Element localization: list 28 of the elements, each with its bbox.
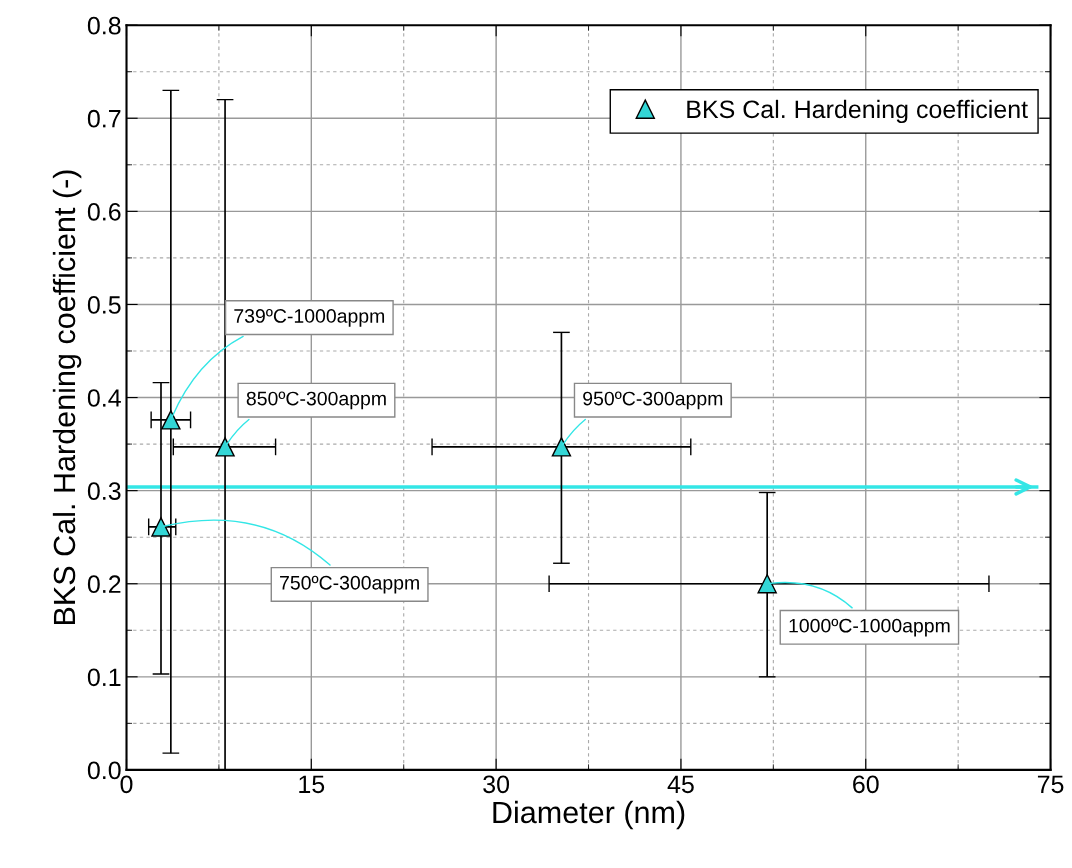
x-tick-label: 60 bbox=[853, 775, 879, 794]
y-tick-label: 0.0 bbox=[87, 761, 121, 780]
x-tick-label: 0 bbox=[120, 775, 133, 794]
annotation: 1000ºC-1000appm bbox=[789, 618, 950, 637]
annotation: 739ºC-1000appm bbox=[234, 309, 385, 327]
point bbox=[757, 574, 777, 594]
x-axis-title: Diameter (nm) bbox=[493, 800, 685, 830]
point bbox=[215, 437, 235, 457]
y-tick-label: 0.8 bbox=[87, 16, 121, 35]
annotation: 750ºC-300appm bbox=[280, 575, 419, 594]
y-axis-title: BKS Cal. Hardening coefficient (-) bbox=[52, 170, 82, 625]
point bbox=[551, 437, 572, 457]
y-tick-label: 0.5 bbox=[87, 296, 121, 314]
y-tick-label: 0.6 bbox=[87, 202, 121, 221]
x-tick-label: 75 bbox=[1037, 775, 1064, 794]
y-tick-label: 0.3 bbox=[87, 482, 121, 500]
point bbox=[161, 410, 181, 430]
y-tick-label: 0.4 bbox=[87, 389, 121, 407]
y-tick-label: 0.7 bbox=[87, 109, 121, 128]
point bbox=[151, 517, 171, 537]
annotation: 850ºC-300appm bbox=[246, 391, 386, 410]
x-tick-label: 30 bbox=[483, 775, 510, 794]
legend-label: BKS Cal. Hardening coefficient bbox=[687, 99, 1028, 124]
x-tick-label: 15 bbox=[299, 775, 325, 794]
y-tick-label: 0.2 bbox=[87, 575, 121, 594]
annotation: 950ºC-300appm bbox=[583, 391, 723, 410]
x-tick-label: 45 bbox=[667, 775, 694, 794]
y-tick-label: 0.1 bbox=[87, 668, 121, 687]
